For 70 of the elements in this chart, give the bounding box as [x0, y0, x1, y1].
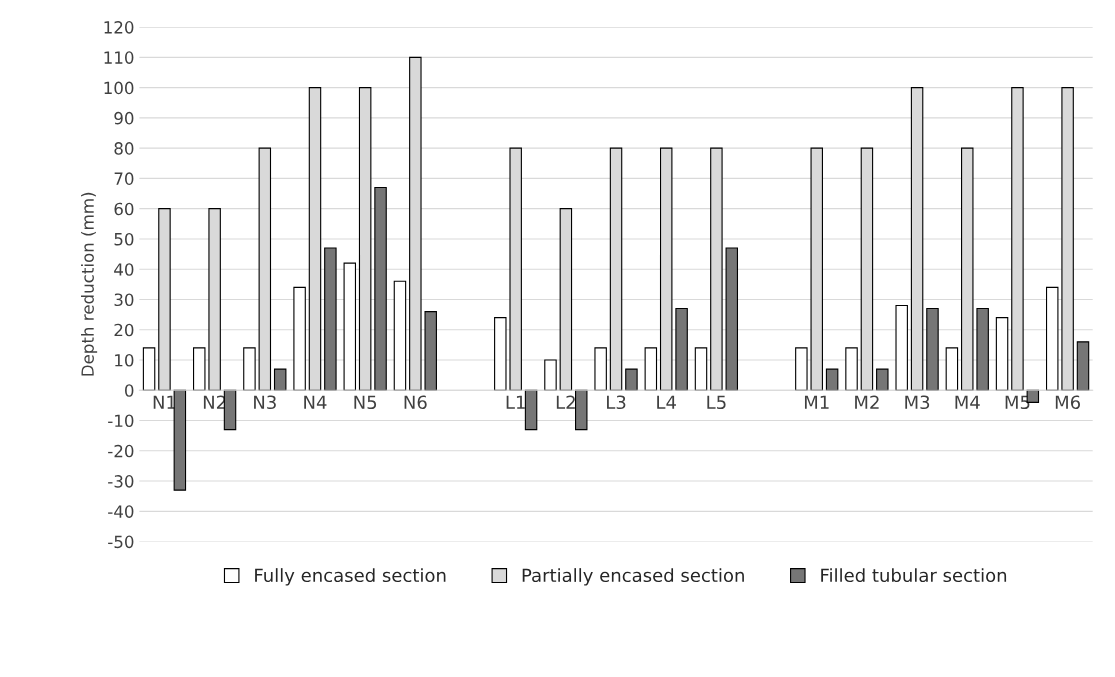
y-tick-label: 80 [114, 142, 134, 155]
bar [424, 311, 437, 391]
bar [895, 304, 908, 391]
x-tick-label: N3 [254, 395, 276, 410]
x-tick-label: M1 [804, 395, 829, 409]
bar [995, 317, 1009, 391]
x-tick-label: L2 [556, 395, 575, 409]
x-tick-label: M3 [905, 395, 930, 410]
y-tick-label: -30 [108, 475, 134, 488]
bar [142, 347, 156, 391]
y-tick-label: -50 [108, 535, 134, 549]
y-tick-label: 100 [104, 81, 134, 95]
y-tick-label: -10 [108, 414, 134, 428]
x-tick-label: L1 [506, 395, 525, 409]
bar [675, 307, 688, 391]
bar [374, 186, 387, 391]
y-tick-label: 60 [114, 202, 134, 216]
y-tick-label: 70 [114, 172, 134, 185]
bar [343, 262, 357, 391]
x-tick-label: M6 [1055, 395, 1081, 410]
bar [876, 368, 889, 391]
x-tick-label: L5 [707, 395, 726, 410]
x-tick-label: L3 [607, 395, 626, 410]
y-tick-label: 110 [104, 51, 134, 64]
bar [324, 247, 337, 391]
bar [845, 347, 858, 391]
bar [945, 347, 959, 391]
bar [976, 307, 989, 391]
bar [1045, 286, 1059, 391]
bar [594, 347, 607, 391]
legend-label: Partially encased section [522, 568, 744, 586]
bar [694, 347, 708, 391]
legend-label: Fully encased section [255, 568, 446, 586]
y-tick-label: 0 [125, 384, 134, 397]
legend-label: Filled tubular section [821, 568, 1007, 583]
bar [223, 389, 237, 431]
x-tick-label: M4 [955, 395, 980, 409]
bar [825, 368, 839, 391]
bar [393, 280, 407, 391]
y-tick-label: 10 [115, 353, 134, 367]
bar [1076, 341, 1090, 391]
y-tick-label: 120 [104, 21, 134, 34]
y-tick-label: 40 [114, 263, 134, 276]
y-tick-label: 20 [114, 323, 134, 337]
y-tick-label: 30 [114, 293, 134, 307]
bar [625, 368, 638, 391]
y-tick-label: -40 [108, 505, 134, 518]
bar [725, 247, 739, 391]
bar [173, 389, 187, 491]
x-tick-label: N5 [354, 395, 377, 410]
bar [544, 359, 557, 391]
bar [795, 347, 808, 391]
y-tick-label: 90 [114, 111, 134, 125]
bar [575, 389, 588, 431]
x-tick-label: N4 [304, 395, 327, 409]
x-tick-label: L4 [657, 395, 676, 409]
bar [293, 286, 306, 391]
y-tick-label: 50 [114, 232, 134, 246]
bar [273, 368, 287, 391]
y-axis-title: Depth reduction (mm) [81, 192, 98, 376]
x-tick-label: M5 [1005, 395, 1030, 410]
bar [926, 307, 939, 391]
x-tick-label: M2 [855, 395, 879, 409]
bar [494, 317, 507, 391]
y-tick-label: -20 [108, 444, 134, 458]
bar [644, 347, 658, 391]
x-tick-label: N6 [404, 395, 427, 410]
bar [243, 347, 256, 391]
bar [193, 347, 206, 391]
bar [524, 389, 538, 431]
